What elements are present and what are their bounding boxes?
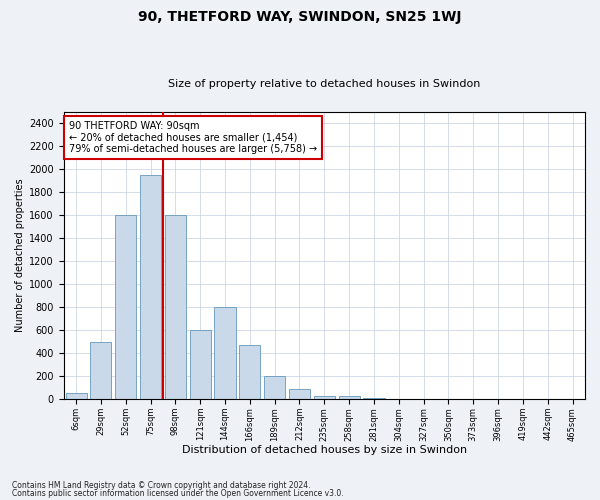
Text: Contains HM Land Registry data © Crown copyright and database right 2024.: Contains HM Land Registry data © Crown c… bbox=[12, 481, 311, 490]
Bar bbox=[264, 376, 285, 399]
Y-axis label: Number of detached properties: Number of detached properties bbox=[15, 179, 25, 332]
Bar bbox=[214, 308, 236, 399]
Bar bbox=[190, 330, 211, 399]
Bar bbox=[364, 398, 385, 399]
X-axis label: Distribution of detached houses by size in Swindon: Distribution of detached houses by size … bbox=[182, 445, 467, 455]
Bar bbox=[165, 216, 186, 399]
Bar bbox=[239, 345, 260, 399]
Bar bbox=[91, 342, 112, 399]
Bar bbox=[388, 398, 409, 399]
Bar bbox=[338, 396, 359, 399]
Bar bbox=[115, 216, 136, 399]
Bar bbox=[140, 175, 161, 399]
Bar bbox=[314, 396, 335, 399]
Text: Contains public sector information licensed under the Open Government Licence v3: Contains public sector information licen… bbox=[12, 488, 344, 498]
Bar bbox=[289, 389, 310, 399]
Text: 90 THETFORD WAY: 90sqm
← 20% of detached houses are smaller (1,454)
79% of semi-: 90 THETFORD WAY: 90sqm ← 20% of detached… bbox=[69, 120, 317, 154]
Bar bbox=[65, 394, 86, 399]
Title: Size of property relative to detached houses in Swindon: Size of property relative to detached ho… bbox=[168, 79, 481, 89]
Text: 90, THETFORD WAY, SWINDON, SN25 1WJ: 90, THETFORD WAY, SWINDON, SN25 1WJ bbox=[138, 10, 462, 24]
